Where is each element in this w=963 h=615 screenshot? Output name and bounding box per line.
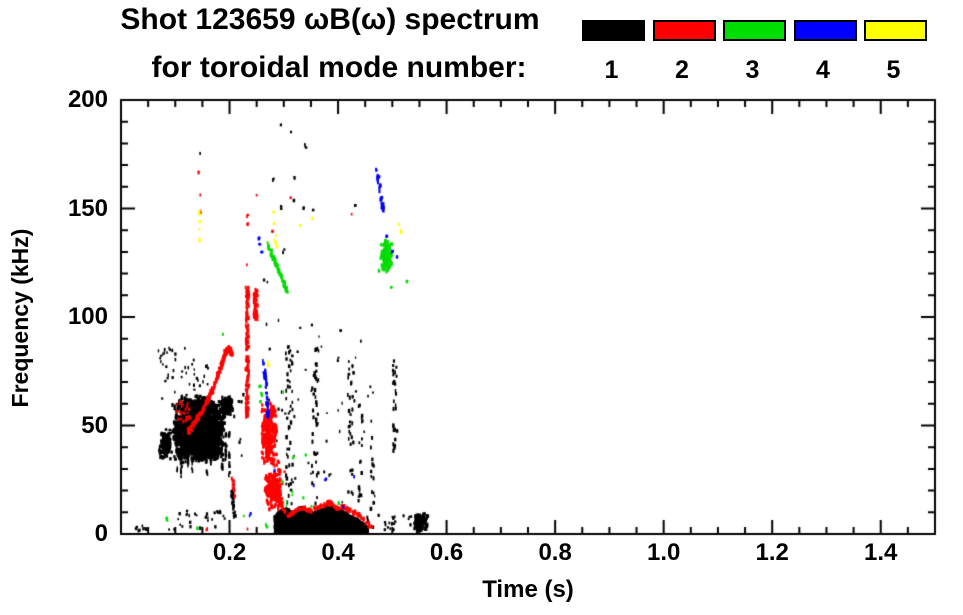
x-tick-label: 0.4 (321, 539, 355, 566)
legend-mode-label: 5 (886, 56, 901, 84)
legend-swatch-mode-5 (864, 20, 927, 41)
chart-title: Shot 123659 ωB(ω) spectrum (120, 3, 540, 36)
y-tick-label: 100 (67, 303, 108, 330)
legend-mode-label: 2 (675, 56, 689, 84)
legend-swatch-mode-1 (582, 20, 645, 41)
legend-swatch-mode-4 (793, 20, 857, 41)
legend-mode-label: 1 (604, 56, 619, 84)
chart-subtitle: for toroidal mode number: (151, 51, 527, 84)
legend-swatch-mode-3 (723, 20, 786, 41)
x-tick-label: 1.0 (646, 539, 681, 566)
x-tick-label: 0.6 (429, 539, 464, 566)
x-tick-label: 1.2 (755, 539, 789, 566)
x-tick-label: 0.8 (538, 539, 572, 566)
legend-swatch-mode-2 (652, 20, 716, 41)
y-tick-label: 150 (67, 194, 108, 222)
x-tick-label: 0.2 (212, 539, 247, 566)
x-tick-label: 1.4 (864, 539, 898, 566)
legend-mode-label: 4 (816, 56, 830, 84)
y-tick-label: 200 (67, 86, 108, 113)
y-tick-label: 0 (94, 520, 108, 547)
y-tick-label: 50 (81, 411, 108, 439)
legend-mode-label: 3 (745, 56, 760, 84)
x-axis-label: Time (s) (482, 576, 574, 603)
